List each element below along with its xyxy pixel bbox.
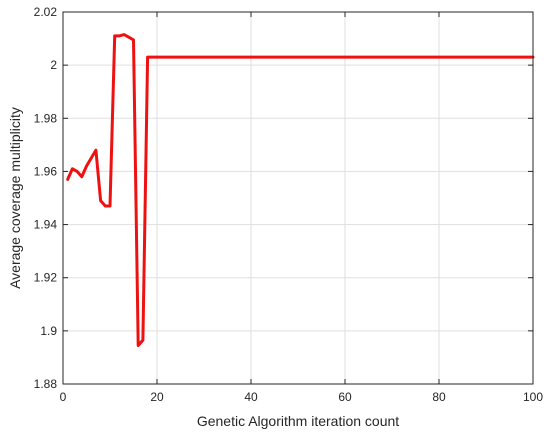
x-tick-label: 0 [60,390,67,404]
x-tick-label: 100 [523,390,543,404]
plot-frame [62,11,534,385]
y-tick-label: 1.94 [34,218,58,232]
y-tick-label: 1.9 [40,324,57,338]
series-line [66,33,535,347]
x-axis-label: Genetic Algorithm iteration count [197,413,399,429]
x-tick-label: 20 [150,390,164,404]
x-tick-label: 60 [338,390,352,404]
y-tick-label: 1.92 [34,271,58,285]
series-group [66,33,535,347]
y-tick-label: 2.02 [34,5,58,19]
axis-ticks: 0 20 40 60 80 100 1.88 1.9 1.92 1.94 1.96 1.98 2 2.02 [34,5,544,404]
y-axis-label: Average coverage multiplicity [7,107,23,289]
x-tick-label: 80 [432,390,446,404]
x-tick-label: 40 [244,390,258,404]
y-tick-label: 1.96 [34,164,58,178]
y-tick-label: 1.98 [34,111,58,125]
y-tick-label: 1.88 [34,377,58,391]
y-tick-label: 2 [50,58,57,72]
